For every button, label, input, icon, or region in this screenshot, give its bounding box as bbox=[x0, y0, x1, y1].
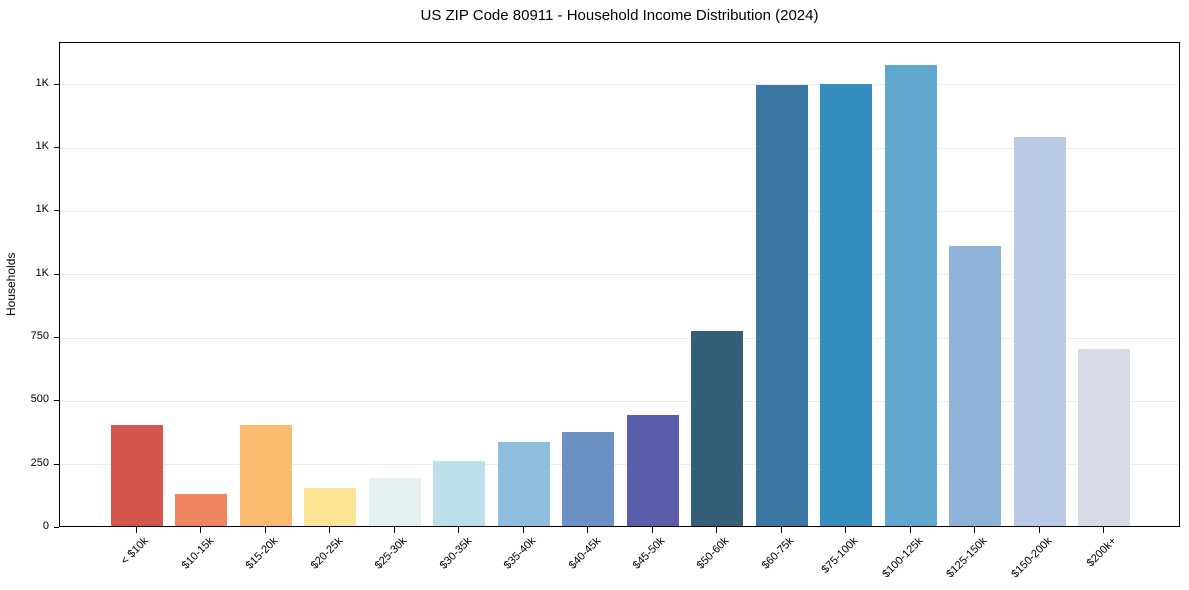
x-tick-label: $45-50k bbox=[630, 535, 668, 572]
x-tick-label: $40-45k bbox=[566, 535, 603, 572]
plot-area bbox=[59, 42, 1180, 527]
x-tick bbox=[909, 527, 911, 533]
bar-3 bbox=[239, 424, 292, 526]
x-tick bbox=[587, 527, 589, 533]
x-tick-label: $75-100k bbox=[819, 535, 861, 576]
y-tick-label: 1K bbox=[35, 203, 49, 216]
x-tick bbox=[135, 527, 137, 533]
y-tick-label: 500 bbox=[30, 393, 49, 406]
gridline bbox=[60, 147, 1179, 149]
bar-7 bbox=[497, 442, 550, 526]
x-tick-label: $25-30k bbox=[372, 535, 410, 572]
x-tick-label: $200k+ bbox=[1084, 535, 1119, 570]
bar-12 bbox=[820, 84, 873, 526]
y-tick bbox=[54, 147, 59, 149]
y-tick bbox=[54, 463, 59, 465]
x-tick bbox=[522, 527, 524, 533]
x-tick-label: $100-125k bbox=[879, 535, 926, 581]
x-tick-label: $30-35k bbox=[437, 535, 474, 572]
x-tick bbox=[1038, 527, 1040, 533]
x-tick bbox=[1103, 527, 1105, 533]
x-tick bbox=[780, 527, 782, 533]
x-tick-label: $10-15k bbox=[179, 535, 216, 572]
bar-14 bbox=[949, 246, 1002, 526]
y-tick-label: 0 bbox=[42, 520, 49, 532]
bar-15 bbox=[1013, 137, 1066, 526]
gridline bbox=[60, 274, 1179, 276]
y-tick bbox=[54, 273, 59, 275]
bar-8 bbox=[562, 432, 615, 526]
y-tick bbox=[54, 337, 59, 339]
x-tick bbox=[716, 527, 718, 533]
y-tick bbox=[54, 210, 59, 212]
x-tick bbox=[200, 527, 202, 533]
bar-11 bbox=[755, 85, 808, 526]
y-axis-label: Households bbox=[4, 252, 18, 317]
bar-5 bbox=[368, 477, 421, 526]
bar-6 bbox=[433, 460, 486, 526]
x-tick-label: $15-20k bbox=[243, 535, 281, 572]
chart-title: US ZIP Code 80911 - Household Income Dis… bbox=[420, 7, 819, 24]
y-tick-label: 1K bbox=[35, 140, 49, 153]
y-tick-label: 1K bbox=[35, 266, 49, 279]
x-tick-label: < $10k bbox=[119, 535, 152, 568]
bar-16 bbox=[1078, 348, 1131, 526]
y-tick-label: 750 bbox=[30, 330, 49, 343]
x-tick-label: $50-60k bbox=[695, 535, 732, 572]
x-tick bbox=[264, 527, 266, 533]
x-tick bbox=[458, 527, 460, 533]
y-tick-label: 250 bbox=[30, 456, 49, 469]
x-tick-label: $35-40k bbox=[501, 535, 539, 572]
x-tick bbox=[974, 527, 976, 533]
x-tick bbox=[845, 527, 847, 533]
bar-9 bbox=[626, 414, 679, 526]
bar-4 bbox=[304, 488, 357, 526]
bar-13 bbox=[884, 65, 937, 526]
x-tick-label: $125-150k bbox=[944, 535, 990, 581]
x-tick-label: $60-75k bbox=[759, 535, 797, 572]
x-tick bbox=[651, 527, 653, 533]
y-tick-label: 1K bbox=[35, 76, 49, 89]
bar-10 bbox=[691, 331, 744, 526]
y-tick bbox=[54, 400, 59, 402]
gridline bbox=[60, 400, 1179, 402]
gridline bbox=[60, 210, 1179, 212]
gridline bbox=[60, 84, 1179, 86]
gridline bbox=[60, 464, 1179, 466]
x-tick-label: $20-25k bbox=[308, 535, 345, 572]
y-tick bbox=[54, 83, 59, 85]
x-tick bbox=[329, 527, 331, 533]
y-tick bbox=[54, 527, 59, 528]
bar-2 bbox=[175, 494, 228, 526]
bar-1 bbox=[110, 424, 163, 526]
x-tick-label: $150-200k bbox=[1008, 535, 1055, 581]
x-tick bbox=[393, 527, 395, 533]
gridline bbox=[60, 337, 1179, 339]
